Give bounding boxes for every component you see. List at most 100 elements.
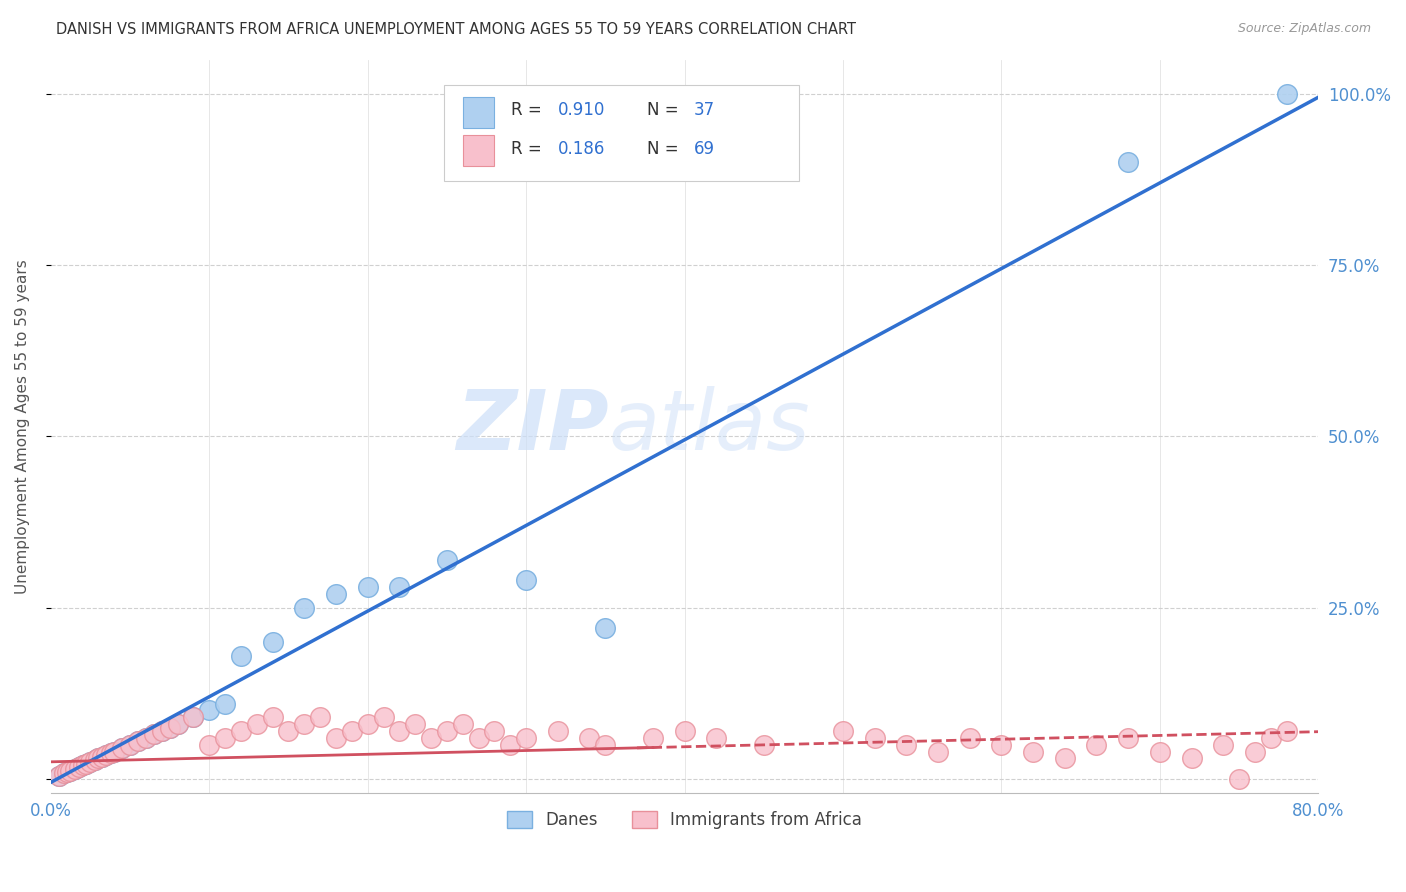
Point bbox=[325, 731, 347, 745]
Point bbox=[75, 756, 97, 771]
Text: atlas: atlas bbox=[609, 385, 810, 467]
Point bbox=[325, 587, 347, 601]
Point bbox=[515, 574, 537, 588]
Point bbox=[90, 750, 112, 764]
Point bbox=[1116, 155, 1139, 169]
Point bbox=[990, 738, 1012, 752]
Point bbox=[55, 765, 77, 780]
Legend: Danes, Immigrants from Africa: Danes, Immigrants from Africa bbox=[501, 804, 869, 836]
Text: N =: N = bbox=[647, 140, 683, 158]
Point bbox=[63, 762, 86, 776]
Point bbox=[198, 703, 221, 717]
Point bbox=[436, 724, 458, 739]
Point bbox=[388, 724, 411, 739]
Text: 37: 37 bbox=[693, 102, 714, 120]
Point bbox=[198, 738, 221, 752]
Point bbox=[499, 738, 522, 752]
Point bbox=[309, 710, 332, 724]
Point bbox=[436, 552, 458, 566]
Point bbox=[142, 727, 165, 741]
Point bbox=[87, 751, 110, 765]
Point bbox=[357, 717, 380, 731]
Text: R =: R = bbox=[510, 140, 547, 158]
Point bbox=[72, 758, 94, 772]
Point bbox=[578, 731, 600, 745]
Point bbox=[214, 697, 236, 711]
Point bbox=[87, 751, 110, 765]
Point bbox=[52, 766, 75, 780]
Point bbox=[246, 717, 269, 731]
Point bbox=[135, 731, 157, 745]
Point bbox=[142, 727, 165, 741]
Point bbox=[135, 731, 157, 745]
Point bbox=[1260, 731, 1282, 745]
Point bbox=[59, 764, 82, 778]
Text: N =: N = bbox=[647, 102, 683, 120]
Point bbox=[100, 746, 122, 760]
Point bbox=[100, 746, 122, 760]
FancyBboxPatch shape bbox=[463, 97, 495, 128]
Point bbox=[67, 759, 90, 773]
Point bbox=[1275, 87, 1298, 101]
Text: 0.186: 0.186 bbox=[558, 140, 605, 158]
Point bbox=[55, 765, 77, 780]
Point bbox=[118, 738, 141, 752]
Point bbox=[515, 731, 537, 745]
Point bbox=[277, 724, 299, 739]
Point bbox=[79, 755, 101, 769]
Point bbox=[127, 734, 149, 748]
Point bbox=[357, 580, 380, 594]
Point bbox=[1227, 772, 1250, 786]
Point bbox=[1212, 738, 1234, 752]
Point bbox=[292, 600, 315, 615]
Point bbox=[896, 738, 918, 752]
Point bbox=[388, 580, 411, 594]
Point bbox=[52, 766, 75, 780]
Text: R =: R = bbox=[510, 102, 547, 120]
Point bbox=[84, 753, 107, 767]
Y-axis label: Unemployment Among Ages 55 to 59 years: Unemployment Among Ages 55 to 59 years bbox=[15, 259, 30, 593]
Point bbox=[752, 738, 775, 752]
Point bbox=[96, 747, 118, 762]
Point bbox=[103, 745, 125, 759]
Point bbox=[127, 734, 149, 748]
Text: DANISH VS IMMIGRANTS FROM AFRICA UNEMPLOYMENT AMONG AGES 55 TO 59 YEARS CORRELAT: DANISH VS IMMIGRANTS FROM AFRICA UNEMPLO… bbox=[56, 22, 856, 37]
Point bbox=[262, 635, 284, 649]
Point bbox=[863, 731, 886, 745]
Point bbox=[262, 710, 284, 724]
Point bbox=[48, 768, 70, 782]
Point bbox=[1244, 745, 1267, 759]
Point bbox=[1022, 745, 1045, 759]
Point bbox=[72, 758, 94, 772]
Point bbox=[75, 756, 97, 771]
FancyBboxPatch shape bbox=[444, 86, 799, 180]
Point bbox=[959, 731, 981, 745]
Point bbox=[229, 724, 252, 739]
Point bbox=[159, 721, 181, 735]
Point bbox=[467, 731, 489, 745]
Point bbox=[79, 755, 101, 769]
Point bbox=[404, 717, 426, 731]
Text: 0.910: 0.910 bbox=[558, 102, 605, 120]
Point bbox=[183, 710, 205, 724]
Point bbox=[59, 764, 82, 778]
Point bbox=[1149, 745, 1171, 759]
Point bbox=[1053, 751, 1076, 765]
Point bbox=[67, 759, 90, 773]
FancyBboxPatch shape bbox=[463, 135, 495, 166]
Point bbox=[1116, 731, 1139, 745]
Point bbox=[595, 738, 617, 752]
Point bbox=[96, 747, 118, 762]
Point bbox=[420, 731, 443, 745]
Point bbox=[103, 745, 125, 759]
Point bbox=[229, 648, 252, 663]
Point bbox=[84, 753, 107, 767]
Text: 69: 69 bbox=[693, 140, 714, 158]
Point bbox=[595, 621, 617, 635]
Point bbox=[48, 768, 70, 782]
Point bbox=[484, 724, 506, 739]
Point bbox=[340, 724, 363, 739]
Point bbox=[927, 745, 949, 759]
Point bbox=[159, 721, 181, 735]
Point bbox=[641, 731, 664, 745]
